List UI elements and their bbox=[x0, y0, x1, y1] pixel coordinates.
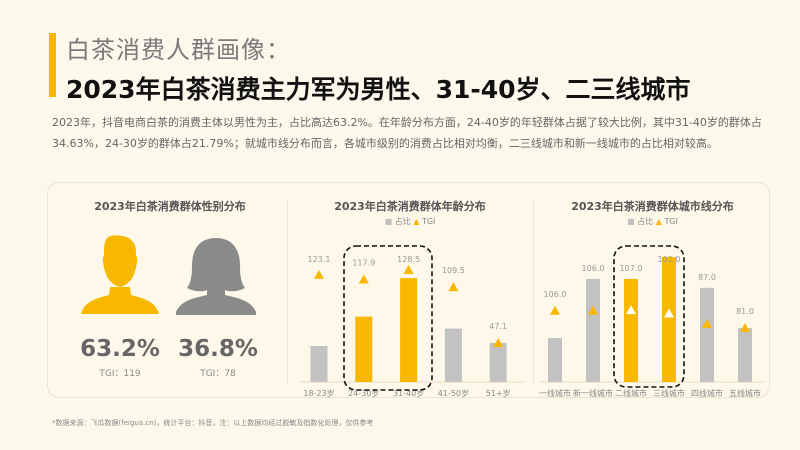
city-category-label: 新一线城市 bbox=[573, 388, 613, 398]
city-share-bar bbox=[700, 287, 714, 382]
male-tgi: TGI：119 bbox=[99, 369, 141, 379]
age-tgi-marker bbox=[448, 282, 459, 292]
city-chart-title: 2023年白茶消费群体城市线分布 bbox=[571, 200, 734, 213]
age-share-bar bbox=[310, 346, 328, 382]
city-highlight-box bbox=[613, 245, 685, 388]
city-category-label: 三线城市 bbox=[653, 388, 685, 398]
city-tgi-marker bbox=[664, 308, 674, 318]
female-silhouette-icon bbox=[176, 238, 256, 315]
age-tgi-label: 117.9 bbox=[352, 259, 375, 268]
share-legend-icon: ■ bbox=[627, 217, 635, 226]
city-tgi-label: 87.0 bbox=[698, 273, 716, 282]
age-chart-legend: ■ 占比 ▲ TGI bbox=[295, 216, 525, 227]
city-category-label: 四线城市 bbox=[691, 388, 723, 398]
age-share-bar bbox=[400, 278, 418, 382]
tgi-legend-icon: ▲ bbox=[413, 217, 420, 226]
city-tgi-label: 106.0 bbox=[544, 290, 567, 299]
description-text: 2023年，抖音电商白茶的消费主体以男性为主，占比高达63.2%。在年龄分布方面… bbox=[52, 116, 762, 150]
city-tgi-label: 107.0 bbox=[620, 264, 643, 273]
share-legend-icon: ■ bbox=[384, 217, 393, 226]
legend-tgi: TGI bbox=[664, 217, 678, 226]
page-subtitle: 白茶消费人群画像： bbox=[66, 36, 291, 64]
city-share-bar bbox=[738, 328, 752, 382]
city-share-bar bbox=[624, 278, 638, 382]
age-tgi-marker bbox=[358, 274, 369, 284]
panel-divider bbox=[533, 200, 534, 385]
age-tgi-label: 123.1 bbox=[308, 255, 331, 264]
legend-share: 占比 bbox=[394, 217, 411, 226]
age-tgi-label: 109.5 bbox=[442, 266, 465, 275]
age-tgi-marker bbox=[493, 338, 504, 348]
city-share-bar bbox=[586, 278, 600, 382]
city-tgi-marker bbox=[740, 323, 750, 333]
city-category-label: 一线城市 bbox=[539, 388, 571, 398]
age-category-label: 24-30岁 bbox=[348, 388, 379, 398]
age-chart-title: 2023年白茶消费群体年龄分布 bbox=[334, 200, 486, 213]
legend-tgi: TGI bbox=[421, 217, 436, 226]
female-tgi: TGI：78 bbox=[200, 369, 236, 379]
city-category-label: 五线城市 bbox=[729, 388, 761, 398]
city-chart-legend: ■ 占比 ▲ TGI bbox=[540, 216, 765, 227]
age-share-bar bbox=[444, 328, 462, 382]
age-category-label: 41-50岁 bbox=[438, 388, 469, 398]
age-tgi-label: 47.1 bbox=[489, 322, 507, 331]
legend-share: 占比 bbox=[637, 217, 654, 226]
age-tgi-marker bbox=[314, 269, 324, 279]
age-category-label: 51+岁 bbox=[486, 388, 511, 398]
city-tgi-marker bbox=[626, 305, 636, 315]
city-tgi-label: 81.0 bbox=[736, 307, 754, 316]
male-silhouette-icon bbox=[81, 235, 159, 314]
age-share-bar bbox=[355, 316, 373, 382]
tgi-legend-icon: ▲ bbox=[655, 217, 662, 226]
city-tgi-marker bbox=[550, 305, 560, 315]
age-category-label: 31-40岁 bbox=[393, 388, 424, 398]
panel-divider bbox=[287, 200, 288, 385]
city-share-bar bbox=[662, 257, 676, 382]
age-category-label: 18-23岁 bbox=[303, 388, 334, 398]
age-highlight-box bbox=[343, 245, 433, 391]
city-category-label: 二线城市 bbox=[615, 388, 647, 398]
city-tgi-label: 106.0 bbox=[582, 264, 605, 273]
male-percent: 63.2% bbox=[80, 336, 160, 362]
age-share-bar bbox=[489, 343, 507, 382]
gender-chart-title: 2023年白茶消费群体性别分布 bbox=[94, 200, 246, 213]
city-tgi-marker bbox=[588, 305, 598, 315]
title-accent-bar bbox=[49, 33, 56, 97]
page-title: 2023年白茶消费主力军为男性、31-40岁、二三线城市 bbox=[66, 75, 691, 104]
city-tgi-label: 102.0 bbox=[658, 255, 681, 264]
female-percent: 36.8% bbox=[178, 336, 258, 362]
city-tgi-marker bbox=[702, 318, 712, 328]
city-share-bar bbox=[548, 338, 562, 382]
footnote: *数据来源：飞瓜数据(feigua.cn)，统计平台：抖音，注：以上数据均经过脱… bbox=[52, 419, 374, 427]
age-tgi-marker bbox=[403, 265, 414, 275]
age-tgi-label: 128.5 bbox=[397, 255, 420, 264]
